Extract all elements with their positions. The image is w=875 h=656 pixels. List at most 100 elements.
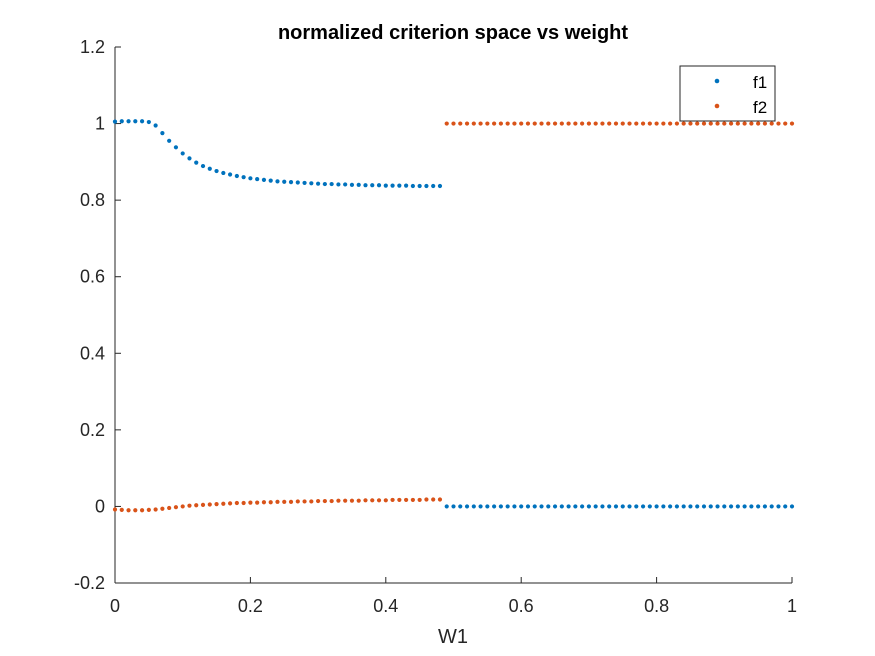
data-point-f2 (735, 121, 740, 126)
data-point-f1 (139, 119, 145, 124)
y-tick-label: 1.2 (80, 37, 105, 57)
chart-title: normalized criterion space vs weight (278, 22, 628, 44)
data-point-f2 (478, 121, 483, 126)
data-point-f2 (701, 121, 707, 126)
x-tick-label: 0 (110, 596, 120, 616)
data-point-f2 (370, 498, 375, 503)
data-point-f1 (620, 504, 625, 509)
data-point-f2 (282, 499, 287, 504)
data-point-f1 (728, 504, 734, 509)
data-point-f2 (580, 121, 585, 126)
data-point-f1 (464, 504, 470, 509)
data-point-f1 (546, 504, 551, 509)
data-point-f1 (458, 504, 463, 509)
data-point-f1 (302, 180, 307, 186)
data-point-f2 (749, 121, 754, 126)
data-point-f1 (153, 123, 158, 128)
data-point-f2 (688, 121, 693, 126)
data-point-f2 (261, 500, 267, 505)
data-point-f2 (728, 121, 734, 126)
data-point-f1 (133, 119, 138, 124)
data-point-f2 (404, 497, 409, 503)
data-point-f1 (376, 183, 382, 188)
x-tick-label: 0.8 (644, 596, 669, 616)
data-point-f1 (309, 181, 314, 186)
data-point-f2 (485, 121, 490, 126)
data-point-f2 (343, 498, 348, 503)
data-point-f1 (241, 175, 246, 180)
data-point-f2 (762, 121, 768, 126)
data-point-f1 (126, 119, 131, 124)
data-point-f2 (234, 500, 239, 506)
data-point-f2 (613, 121, 619, 126)
data-point-f1 (559, 504, 564, 509)
data-point-f2 (390, 497, 395, 503)
data-point-f1 (566, 504, 571, 509)
data-point-f2 (275, 499, 280, 504)
data-point-f2 (397, 497, 402, 503)
data-point-f1 (769, 504, 774, 509)
data-point-f1 (363, 183, 368, 188)
x-axis-ticks: 0 0.2 0.4 0.6 0.8 1 (110, 577, 797, 616)
data-point-f1 (789, 504, 795, 509)
data-point-f2 (471, 121, 476, 126)
data-point-f1 (708, 504, 713, 509)
data-point-f2 (634, 121, 639, 126)
data-point-f1 (688, 504, 693, 509)
data-point-f1 (370, 183, 375, 188)
data-point-f1 (593, 504, 598, 509)
data-point-f1 (336, 182, 341, 187)
x-tick-label: 1 (787, 596, 797, 616)
data-point-f1 (410, 183, 415, 189)
data-point-f2 (431, 497, 436, 502)
data-point-f2 (329, 498, 334, 504)
data-point-f2 (146, 507, 151, 512)
data-point-f1 (173, 145, 179, 150)
data-point-f2 (458, 121, 463, 126)
y-tick-label: 0 (95, 496, 105, 516)
y-tick-label: 0.6 (80, 267, 105, 287)
data-point-f2 (167, 505, 172, 511)
data-point-f1 (735, 504, 740, 509)
data-point-f2 (512, 121, 517, 126)
legend-label-f1: f1 (753, 73, 767, 92)
data-point-f1 (112, 119, 118, 124)
data-point-f1 (451, 504, 456, 509)
data-point-f1 (552, 504, 558, 509)
data-point-f1 (349, 182, 355, 187)
data-point-f2 (451, 121, 456, 126)
data-point-f1 (234, 173, 239, 179)
series-f2 (112, 121, 795, 513)
y-tick-label: 0.8 (80, 190, 105, 210)
data-point-f2 (722, 121, 727, 126)
data-point-f2 (695, 121, 700, 126)
data-point-f1 (532, 504, 537, 509)
data-points (112, 119, 795, 513)
data-point-f1 (586, 504, 592, 509)
data-point-f2 (268, 500, 273, 505)
data-point-f2 (552, 121, 558, 126)
data-point-f2 (424, 497, 429, 502)
data-point-f2 (255, 500, 260, 505)
data-point-f1 (207, 166, 212, 171)
data-point-f1 (424, 183, 429, 189)
data-point-f1 (180, 151, 185, 156)
data-point-f2 (654, 121, 659, 126)
data-point-f1 (525, 504, 531, 509)
data-point-f1 (167, 138, 172, 143)
data-point-f1 (200, 163, 206, 169)
data-point-f2 (532, 121, 537, 126)
data-point-f1 (647, 504, 652, 509)
data-point-f2 (153, 507, 158, 512)
data-point-f1 (607, 504, 612, 509)
data-point-f2 (708, 121, 713, 126)
data-point-f1 (417, 183, 422, 189)
data-point-f1 (248, 176, 253, 181)
data-point-f2 (227, 501, 233, 506)
data-point-f2 (742, 121, 747, 126)
data-point-f1 (282, 179, 287, 184)
legend-marker-f2 (714, 103, 720, 109)
data-point-f1 (539, 504, 544, 509)
data-point-f1 (661, 504, 666, 509)
